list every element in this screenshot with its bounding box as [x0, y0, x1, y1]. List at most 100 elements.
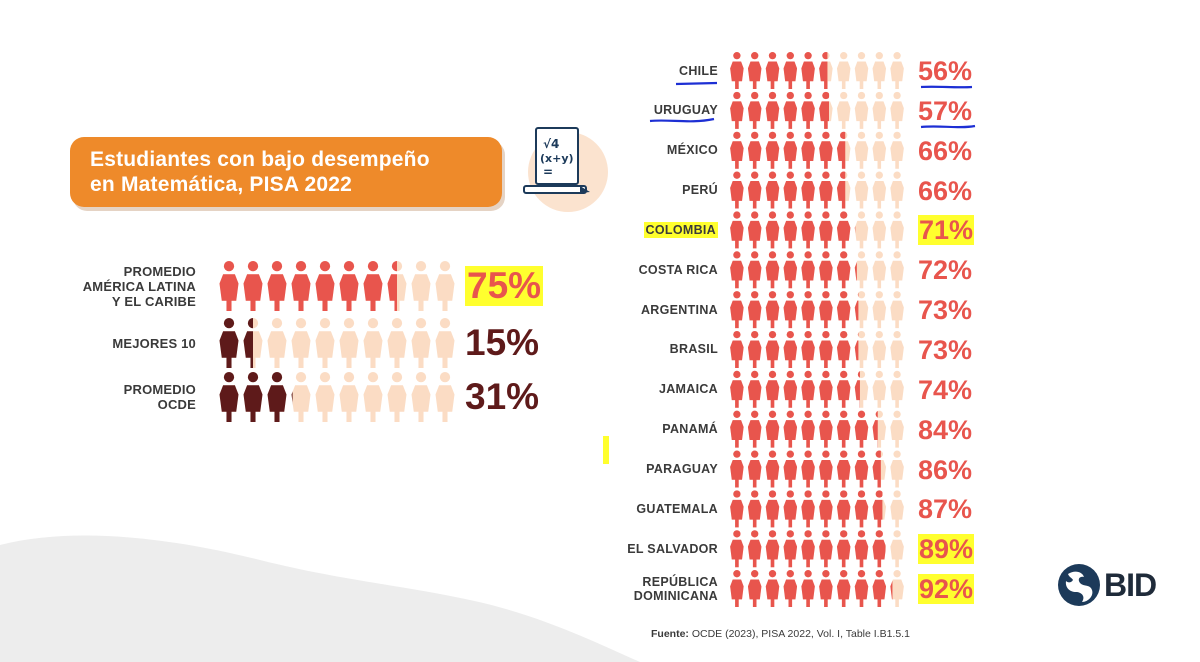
person-icon	[854, 450, 869, 488]
category-label: BRASIL	[600, 342, 718, 356]
person-icon	[872, 291, 887, 329]
category-label: PANAMÁ	[600, 422, 718, 436]
person-icon	[890, 251, 904, 289]
data-value-label: 86%	[918, 454, 973, 485]
person-icon	[836, 211, 851, 249]
person-icon	[765, 370, 780, 408]
category-label-line: GUATEMALA	[636, 501, 718, 516]
category-label: COSTA RICA	[600, 263, 718, 277]
pictograph-row	[219, 372, 455, 422]
data-value-label: 92%	[918, 574, 975, 605]
pictograph-row	[219, 261, 455, 311]
category-label: JAMAICA	[600, 382, 718, 396]
person-icon	[730, 52, 744, 89]
person-icon	[872, 91, 887, 129]
person-icon	[836, 251, 851, 289]
pictograph-row	[730, 291, 904, 329]
category-label: EL SALVADOR	[600, 542, 718, 556]
source-note: Fuente: OCDE (2023), PISA 2022, Vol. I, …	[651, 628, 910, 640]
person-icon	[747, 131, 762, 169]
person-icon	[747, 570, 762, 608]
category-label: PERÚ	[600, 183, 718, 197]
person-icon	[783, 410, 798, 448]
person-icon	[783, 570, 798, 608]
svg-text:(x+y): (x+y)	[540, 152, 574, 165]
data-value-label: 73%	[918, 295, 973, 326]
person-icon	[872, 171, 887, 209]
category-label-line: PANAMÁ	[662, 422, 718, 437]
person-icon	[339, 372, 359, 422]
person-icon	[315, 372, 335, 422]
person-icon	[801, 570, 815, 608]
category-label-line: CHILE	[679, 63, 718, 78]
person-icon	[747, 52, 762, 89]
person-icon	[411, 261, 431, 311]
pictograph-row	[730, 370, 904, 408]
svg-text:√4: √4	[543, 137, 559, 151]
person-icon	[836, 570, 851, 608]
category-label-line: PARAGUAY	[646, 462, 718, 476]
person-icon	[801, 490, 815, 528]
person-icon	[819, 370, 833, 408]
person-icon	[435, 318, 455, 368]
person-icon	[730, 490, 744, 528]
person-icon	[783, 330, 798, 368]
category-label: PROMEDIO AMÉRICA LATINA Y EL CARIBE	[40, 264, 196, 309]
chart-title-line1: Estudiantes con bajo desempeño	[90, 148, 430, 171]
person-icon	[730, 91, 744, 129]
person-icon	[890, 330, 904, 368]
category-label: ARGENTINA	[600, 303, 718, 317]
data-value-label: 57%	[918, 95, 973, 126]
person-icon	[872, 211, 887, 249]
person-icon	[747, 330, 762, 368]
person-icon	[730, 251, 744, 289]
person-icon	[801, 131, 815, 169]
person-icon	[765, 410, 780, 448]
category-label-line: MÉXICO	[666, 143, 718, 158]
person-icon	[747, 370, 762, 408]
person-icon	[890, 370, 904, 408]
person-icon	[765, 52, 780, 89]
person-icon	[836, 52, 851, 89]
category-label-line: AMÉRICA LATINA	[82, 278, 196, 294]
person-icon	[890, 52, 904, 89]
category-label-line: EL SALVADOR	[627, 541, 718, 556]
person-icon	[890, 570, 904, 608]
person-icon	[747, 91, 762, 129]
person-icon	[783, 370, 798, 408]
person-icon	[890, 211, 904, 249]
person-icon	[765, 450, 780, 488]
person-icon	[267, 372, 287, 422]
data-value-label: 84%	[918, 414, 973, 445]
person-icon	[765, 570, 780, 608]
pictograph-row	[730, 530, 904, 568]
category-label-line: ARGENTINA	[640, 302, 718, 317]
person-icon	[854, 131, 869, 169]
category-label-line: MEJORES 10	[112, 335, 196, 351]
person-icon	[819, 91, 833, 129]
person-icon	[730, 410, 744, 448]
person-icon	[730, 211, 744, 249]
person-icon	[291, 372, 311, 422]
person-icon	[219, 261, 239, 311]
person-icon	[854, 330, 869, 368]
person-icon	[890, 490, 904, 528]
person-icon	[836, 291, 851, 329]
math-formula-icon: √4 (x+y) =	[523, 127, 608, 212]
data-value-label: 66%	[918, 175, 973, 206]
pictograph-row	[730, 410, 904, 448]
person-icon	[854, 91, 869, 129]
person-icon	[801, 410, 815, 448]
person-icon	[801, 291, 815, 329]
person-icon	[435, 372, 455, 422]
pictograph-row	[730, 52, 904, 89]
person-icon	[730, 291, 744, 329]
person-icon	[730, 131, 744, 169]
person-icon	[836, 370, 851, 408]
category-label: MÉXICO	[600, 143, 718, 157]
person-icon	[411, 318, 431, 368]
person-icon	[315, 261, 335, 311]
person-icon	[363, 261, 383, 311]
person-icon	[765, 91, 780, 129]
